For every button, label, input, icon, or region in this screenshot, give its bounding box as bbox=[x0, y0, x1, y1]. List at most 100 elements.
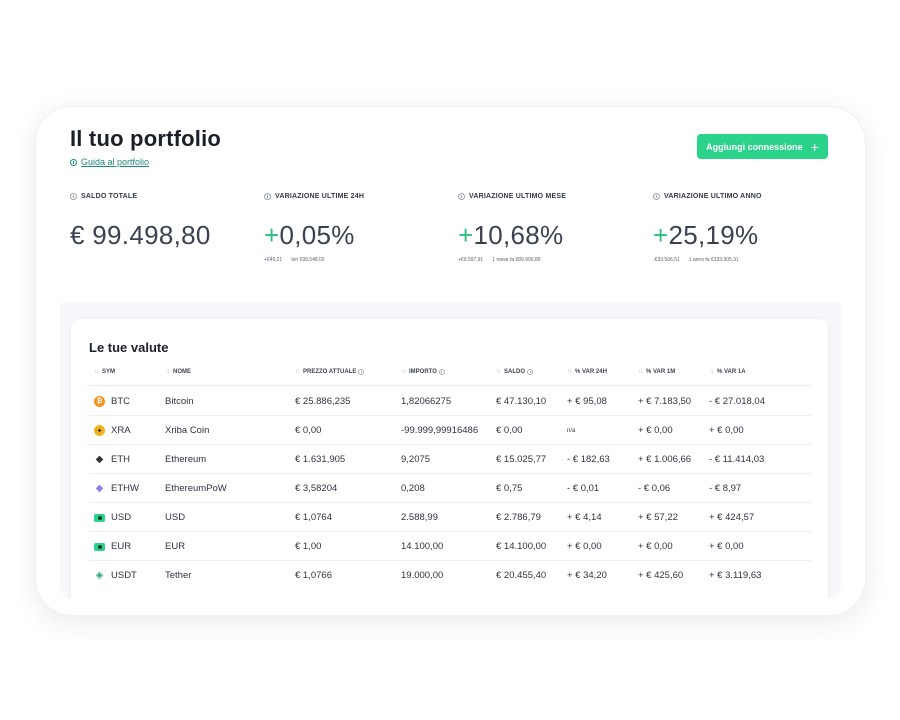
cell-var-24h: n/a bbox=[567, 428, 576, 434]
cell-var-1m: + € 1.006,66 bbox=[638, 454, 692, 465]
stat-delta: +€9.597,91 bbox=[458, 257, 484, 263]
cell-var-24h: + € 95,08 bbox=[567, 396, 607, 407]
table-row[interactable]: EUR EUR € 1,00 14.100,00 € 14.100,00 + €… bbox=[89, 532, 811, 561]
column-header-amount[interactable]: ↑↓ IMPORTO bbox=[401, 369, 445, 375]
table-header: ↑↓ SYM ↑↓ NOME ↑↓ PREZZO ATTUALE ↑↓ IMPORTO … bbox=[89, 366, 811, 386]
banknote-icon bbox=[94, 513, 105, 522]
stat-delta: -€33.506,51 bbox=[653, 257, 680, 263]
column-header-label: % VAR 24H bbox=[575, 369, 607, 375]
stat-label: SALDO TOTALE bbox=[81, 193, 138, 200]
tether-icon: ◈ bbox=[95, 570, 104, 581]
table-title: Le tue valute bbox=[89, 340, 169, 355]
ethereum-icon: ◆ bbox=[95, 454, 104, 465]
cell-sym: ₿ BTC bbox=[94, 396, 130, 407]
sort-icon: ↑↓ bbox=[401, 369, 406, 375]
column-header-var-1a[interactable]: ↑↓% VAR 1A bbox=[709, 369, 746, 375]
stat-sub: -€33.506,51 1 anno fa €133.005,31 bbox=[653, 257, 841, 263]
stat-delta: +€49,21 bbox=[264, 257, 283, 263]
cell-sym: ✦ XRA bbox=[94, 425, 131, 436]
cell-var-1a: + € 0,00 bbox=[709, 541, 744, 552]
cell-sym: USD bbox=[94, 512, 131, 523]
cell-var-24h: + € 4,14 bbox=[567, 512, 602, 523]
column-header-label: SYM bbox=[102, 369, 116, 375]
cell-amount: 19.000,00 bbox=[401, 570, 444, 581]
cell-var-1a: + € 424,57 bbox=[709, 512, 755, 523]
info-icon bbox=[653, 193, 660, 200]
stat-sub: +€9.597,91 1 mese fa €89.900,89 bbox=[458, 257, 648, 263]
cell-var-24h: + € 34,20 bbox=[567, 570, 607, 581]
table-row[interactable]: ✦ XRA Xriba Coin € 0,00 -99.999,99916486 … bbox=[89, 416, 811, 445]
stat-amount: 0,05% bbox=[279, 220, 355, 250]
column-header-label: NOME bbox=[173, 369, 191, 375]
cell-price: € 3,58204 bbox=[295, 483, 338, 494]
info-icon bbox=[264, 193, 271, 200]
info-icon bbox=[527, 369, 533, 375]
cell-var-24h: + € 0,00 bbox=[567, 541, 602, 552]
table-row[interactable]: ₿ BTC Bitcoin € 25.886,235 1,82066275 € 4… bbox=[89, 387, 811, 416]
cell-name: USD bbox=[165, 512, 186, 523]
sort-icon: ↑↓ bbox=[295, 369, 300, 375]
stat-value: +10,68% bbox=[458, 220, 648, 251]
cell-var-1a: + € 3.119,63 bbox=[709, 570, 762, 581]
cell-price: € 1,0766 bbox=[295, 570, 332, 581]
cell-var-24h: - € 0,01 bbox=[567, 483, 600, 494]
sym-label: USD bbox=[111, 512, 132, 523]
currencies-table-card: Le tue valute ↑↓ SYM ↑↓ NOME ↑↓ PREZZO ATTU… bbox=[71, 319, 828, 599]
cell-amount: 9,2075 bbox=[401, 454, 431, 465]
cell-balance: € 20.455,40 bbox=[496, 570, 547, 581]
cell-var-1a: - € 27.018,04 bbox=[709, 396, 765, 407]
cell-var-1m: - € 0,06 bbox=[638, 483, 671, 494]
add-connection-button[interactable]: Aggiungi connessione + bbox=[697, 134, 828, 159]
cell-var-1m: + € 7.183,50 bbox=[638, 396, 692, 407]
column-header-var-24h[interactable]: ↑↓% VAR 24H bbox=[567, 369, 607, 375]
info-icon bbox=[358, 369, 365, 375]
column-header-label: % VAR 1M bbox=[646, 369, 676, 375]
column-header-sym[interactable]: ↑↓ SYM bbox=[94, 369, 115, 375]
portfolio-page: Il tuo portfolio Guida al portfolio Aggi… bbox=[60, 121, 841, 599]
cell-amount: 1,82066275 bbox=[401, 396, 452, 407]
info-icon bbox=[70, 158, 77, 166]
cell-balance: € 47.130,10 bbox=[496, 396, 547, 407]
stat-change-year: VARIAZIONE ULTIMO ANNO +25,19% -€33.506,… bbox=[653, 193, 841, 263]
sym-label: EUR bbox=[111, 541, 132, 552]
column-header-label: % VAR 1A bbox=[717, 369, 746, 375]
guide-link[interactable]: Guida al portfolio bbox=[70, 157, 149, 167]
stat-label: VARIAZIONE ULTIME 24H bbox=[275, 193, 365, 200]
cell-name: Xriba Coin bbox=[165, 425, 210, 436]
cell-var-1a: - € 11.414,03 bbox=[709, 454, 765, 465]
column-header-name[interactable]: ↑↓ NOME bbox=[165, 369, 191, 375]
table-row[interactable]: ◆ ETH Ethereum € 1.631,905 9,2075 € 15.02… bbox=[89, 445, 811, 474]
table-row[interactable]: USD USD € 1,0764 2.588,99 € 2.786,79 + €… bbox=[89, 503, 811, 532]
column-header-var-1m[interactable]: ↑↓% VAR 1M bbox=[638, 369, 675, 375]
stat-value: +25,19% bbox=[653, 220, 841, 251]
page-title: Il tuo portfolio bbox=[70, 126, 222, 151]
cell-name: Tether bbox=[165, 570, 192, 581]
stat-label: VARIAZIONE ULTIMO ANNO bbox=[664, 193, 762, 200]
stat-sign: + bbox=[458, 220, 474, 250]
ethereumpow-icon: ◆ bbox=[95, 483, 104, 494]
column-header-label: SALDO bbox=[504, 369, 525, 375]
cell-price: € 25.886,235 bbox=[295, 396, 351, 407]
cell-balance: € 15.025,77 bbox=[496, 454, 547, 465]
cell-price: € 1,0764 bbox=[295, 512, 332, 523]
sort-icon: ↑↓ bbox=[496, 369, 501, 375]
cell-sym: ◆ ETHW bbox=[94, 483, 139, 494]
cell-price: € 0,00 bbox=[295, 425, 322, 436]
stat-total-balance: SALDO TOTALE € 99.498,80 bbox=[70, 193, 260, 251]
sort-icon: ↑↓ bbox=[567, 369, 572, 375]
column-header-price[interactable]: ↑↓ PREZZO ATTUALE bbox=[295, 369, 365, 375]
table-row[interactable]: ◆ ETHW EthereumPoW € 3,58204 0,208 € 0,75… bbox=[89, 474, 811, 503]
sort-icon: ↑↓ bbox=[165, 369, 170, 375]
cell-var-24h: - € 182,63 bbox=[567, 454, 610, 465]
stat-value: € 99.498,80 bbox=[70, 220, 260, 251]
table-row[interactable]: ◈ USDT Tether € 1,0766 19.000,00 € 20.455… bbox=[89, 561, 811, 590]
column-header-balance[interactable]: ↑↓ SALDO bbox=[496, 369, 533, 375]
cell-name: Ethereum bbox=[165, 454, 207, 465]
add-connection-label: Aggiungi connessione bbox=[706, 141, 803, 152]
cell-price: € 1,00 bbox=[295, 541, 322, 552]
xriba-icon: ✦ bbox=[94, 425, 105, 436]
guide-link-label: Guida al portfolio bbox=[81, 157, 150, 167]
sym-label: ETH bbox=[111, 454, 130, 465]
cell-name: Bitcoin bbox=[165, 396, 194, 407]
column-header-label: PREZZO ATTUALE bbox=[303, 369, 357, 375]
